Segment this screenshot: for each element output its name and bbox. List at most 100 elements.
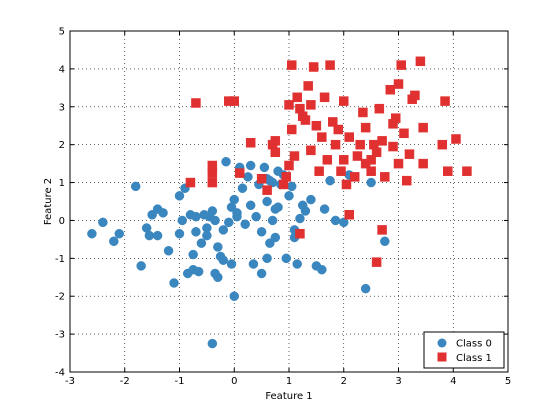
point-class-1 — [393, 79, 404, 89]
point-class-0 — [267, 215, 278, 226]
legend-box — [423, 331, 505, 369]
point-class-1 — [371, 257, 382, 267]
point-class-1 — [295, 228, 305, 239]
x-tick-label: -2 — [120, 376, 130, 387]
point-class-1 — [284, 100, 294, 110]
point-class-1 — [270, 147, 281, 157]
legend-marker-class-1 — [437, 352, 447, 362]
y-tick-label: 2 — [59, 140, 65, 151]
point-class-1 — [396, 60, 406, 70]
point-class-1 — [349, 172, 360, 182]
point-class-0 — [188, 249, 198, 260]
point-class-0 — [193, 266, 204, 277]
y-tick-label: 1 — [59, 178, 65, 189]
point-class-1 — [191, 98, 201, 108]
x-tick-label: 0 — [231, 376, 237, 387]
plot-area — [70, 31, 508, 372]
point-class-0 — [262, 253, 272, 264]
point-class-1 — [377, 225, 387, 235]
point-class-1 — [401, 175, 412, 186]
y-tick-label: 4 — [59, 64, 65, 75]
point-class-1 — [339, 96, 349, 106]
point-class-0 — [191, 227, 201, 237]
point-class-1 — [300, 115, 311, 125]
x-tick-label: 5 — [505, 376, 511, 387]
point-class-0 — [196, 238, 207, 248]
point-class-1 — [341, 179, 352, 190]
point-class-1 — [325, 60, 335, 70]
point-class-0 — [226, 259, 237, 269]
point-class-1 — [328, 117, 338, 127]
point-class-1 — [289, 151, 300, 161]
point-class-1 — [371, 147, 382, 157]
point-class-0 — [152, 230, 163, 241]
point-class-0 — [245, 200, 256, 211]
point-class-0 — [191, 211, 201, 222]
y-tick-label: -1 — [55, 254, 65, 265]
point-class-0 — [240, 219, 250, 229]
point-class-1 — [366, 166, 376, 176]
point-class-0 — [218, 255, 229, 265]
point-class-0 — [207, 338, 218, 349]
point-class-0 — [232, 211, 242, 222]
point-class-1 — [339, 155, 349, 165]
point-class-1 — [360, 122, 371, 133]
point-class-1 — [355, 139, 365, 150]
point-class-1 — [385, 84, 396, 95]
point-class-1 — [245, 138, 256, 148]
point-class-1 — [451, 134, 461, 144]
point-class-1 — [303, 81, 313, 91]
point-class-1 — [286, 124, 297, 135]
point-class-0 — [281, 253, 292, 264]
point-class-0 — [202, 230, 212, 241]
point-class-0 — [366, 177, 376, 188]
point-class-1 — [352, 151, 363, 161]
point-class-1 — [306, 100, 316, 110]
grid-lines — [70, 31, 508, 372]
point-class-0 — [169, 278, 179, 288]
point-class-0 — [330, 215, 341, 226]
point-class-1 — [358, 107, 368, 118]
point-class-0 — [177, 215, 187, 226]
y-tick-label: 3 — [59, 102, 65, 113]
x-tick-label: 4 — [450, 376, 456, 387]
point-class-0 — [87, 228, 97, 239]
point-class-0 — [158, 208, 168, 218]
point-class-0 — [144, 230, 155, 241]
point-class-1 — [284, 160, 294, 171]
point-class-1 — [330, 139, 341, 150]
point-class-1 — [410, 90, 420, 101]
point-class-0 — [136, 261, 146, 271]
point-class-0 — [130, 181, 141, 192]
x-tick-label: -3 — [65, 376, 75, 387]
point-class-1 — [391, 113, 401, 123]
point-class-0 — [98, 217, 108, 228]
point-class-0 — [114, 228, 125, 239]
point-class-0 — [295, 213, 305, 224]
point-class-0 — [213, 272, 223, 283]
y-tick-label: -3 — [55, 330, 65, 341]
x-tick-label: 2 — [341, 376, 347, 387]
x-axis-label: Feature 1 — [265, 391, 312, 402]
point-class-1 — [437, 139, 448, 150]
point-class-1 — [399, 128, 409, 139]
point-class-1 — [344, 210, 354, 220]
point-class-0 — [319, 204, 330, 214]
y-tick-label: -4 — [55, 368, 65, 379]
point-class-1 — [207, 168, 218, 178]
point-class-1 — [418, 122, 428, 133]
point-class-1 — [281, 172, 292, 182]
point-class-0 — [213, 242, 223, 252]
y-tick-label: 0 — [59, 216, 65, 227]
point-class-0 — [286, 181, 297, 192]
point-class-1 — [344, 132, 354, 142]
point-class-0 — [284, 191, 294, 201]
point-class-1 — [404, 149, 415, 159]
point-class-1 — [415, 56, 426, 67]
point-class-0 — [248, 259, 259, 269]
x-tick-label: -1 — [175, 376, 185, 387]
x-tick-label: 3 — [395, 376, 401, 387]
point-class-0 — [317, 264, 327, 275]
